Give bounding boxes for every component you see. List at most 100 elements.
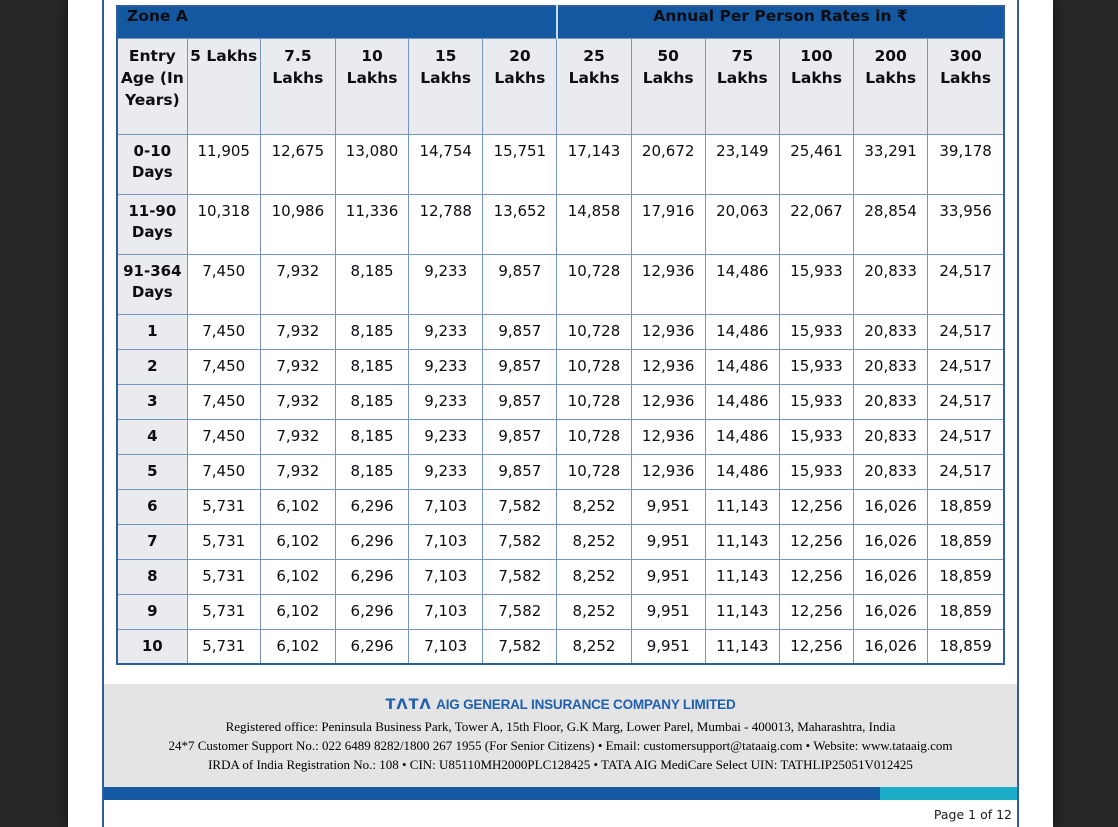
rate-cell: 16,026 [853,593,929,630]
rate-cell: 7,103 [408,488,484,525]
rate-cell: 9,857 [482,453,558,490]
rate-cell: 6,102 [259,523,336,560]
rate-cell: 11,143 [704,628,780,665]
rate-cell: 9,857 [482,313,558,350]
rate-cell: 7,582 [482,488,558,525]
rate-cell: 9,857 [482,348,558,385]
rate-cell: 12,936 [630,348,706,385]
row-label: 7 [116,523,188,560]
row-label: 0-10 Days [116,133,188,195]
company-name: AIG GENERAL INSURANCE COMPANY LIMITED [436,697,736,712]
rate-cell: 6,296 [334,628,410,665]
rate-cell: 12,256 [778,488,855,525]
table-row: 11-90 Days 10,318 10,986 11,336 12,788 13,652… [116,193,1005,255]
rate-cell: 8,185 [334,253,410,315]
rate-cell: 18,859 [927,628,1005,665]
rate-cell: 6,102 [259,593,336,630]
support-line: 24*7 Customer Support No.: 022 6489 8282… [168,738,953,753]
rate-cell: 14,486 [704,313,780,350]
rate-cell: 11,336 [334,193,410,255]
rate-cell: 20,833 [853,253,929,315]
rate-cell: 7,450 [186,313,261,350]
table-row: 0-10 Days 11,905 12,675 13,080 14,754 15,751 1… [116,133,1005,195]
table-row: 2 7,450 7,932 8,185 9,233 9,857 10,728 12,936 14… [116,348,1005,385]
rate-cell: 7,582 [482,628,558,665]
rate-table-body: 0-10 Days 11,905 12,675 13,080 14,754 15,751 1… [116,133,1005,665]
rate-cell: 25,461 [778,133,855,195]
rate-cell: 11,143 [704,593,780,630]
rate-cell: 7,450 [186,253,261,315]
rate-cell: 7,450 [186,453,261,490]
rate-cell: 15,933 [778,253,855,315]
rate-cell: 17,143 [556,133,632,195]
rate-cell: 11,143 [704,523,780,560]
rate-cell: 6,102 [259,628,336,665]
rate-cell: 20,672 [630,133,706,195]
rate-cell: 33,291 [853,133,929,195]
row-label: 91-364 Days [116,253,188,315]
rate-cell: 7,103 [408,593,484,630]
table-row: 7 5,731 6,102 6,296 7,103 7,582 8,252 9,951 11,1… [116,523,1005,560]
rate-cell: 24,517 [927,253,1005,315]
rate-cell: 14,858 [556,193,632,255]
rate-cell: 14,486 [704,418,780,455]
rate-cell: 9,233 [408,313,484,350]
rate-cell: 12,936 [630,313,706,350]
rate-cell: 10,728 [556,313,632,350]
table-row: 8 5,731 6,102 6,296 7,103 7,582 8,252 9,951 11,1… [116,558,1005,595]
rate-cell: 8,252 [556,488,632,525]
rate-cell: 7,932 [259,453,336,490]
row-label: 9 [116,593,188,630]
rate-cell: 13,652 [482,193,558,255]
registered-office-line: Registered office: Peninsula Business Pa… [225,719,896,734]
rate-cell: 10,986 [259,193,336,255]
rate-cell: 14,486 [704,348,780,385]
table-row: 1 7,450 7,932 8,185 9,233 9,857 10,728 12,936 14… [116,313,1005,350]
rates-header-cell: Annual Per Person Rates in ₹ [555,5,1005,39]
rate-cell: 9,951 [630,488,706,525]
rate-cell: 5,731 [186,523,261,560]
column-header-cell: 100 Lakhs [778,37,855,135]
rate-cell: 15,933 [778,383,855,420]
content-frame: Zone A Annual Per Person Rates in ₹ Entr… [102,0,1019,827]
rate-cell: 6,296 [334,488,410,525]
rate-cell: 9,951 [630,523,706,560]
rate-cell: 18,859 [927,593,1005,630]
row-label: 1 [116,313,188,350]
rate-cell: 7,932 [259,253,336,315]
rate-cell: 10,728 [556,383,632,420]
rate-cell: 15,751 [482,133,558,195]
column-header-cell: 25 Lakhs [556,37,632,135]
table-row: 91-364 Days 7,450 7,932 8,185 9,233 9,857 10,7… [116,253,1005,315]
rate-cell: 20,833 [853,418,929,455]
rate-cell: 16,026 [853,523,929,560]
rate-cell: 5,731 [186,628,261,665]
row-label: 8 [116,558,188,595]
rate-cell: 8,185 [334,418,410,455]
row-label: 6 [116,488,188,525]
rate-cell: 17,916 [630,193,706,255]
progress-bar [104,787,1017,800]
rate-cell: 6,296 [334,593,410,630]
rate-cell: 15,933 [778,348,855,385]
rate-cell: 16,026 [853,558,929,595]
rate-cell: 9,951 [630,628,706,665]
rate-cell: 7,932 [259,383,336,420]
column-header-cell: 7.5 Lakhs [259,37,336,135]
rate-cell: 12,936 [630,383,706,420]
company-line: TΛTΛ AIG GENERAL INSURANCE COMPANY LIMIT… [104,697,1017,713]
rate-cell: 8,252 [556,628,632,665]
row-label: 4 [116,418,188,455]
rate-cell: 7,582 [482,558,558,595]
rate-cell: 12,256 [778,523,855,560]
rate-cell: 15,933 [778,418,855,455]
rate-cell: 22,067 [778,193,855,255]
rate-cell: 10,728 [556,253,632,315]
rate-cell: 11,143 [704,558,780,595]
rate-cell: 9,857 [482,253,558,315]
rate-cell: 7,450 [186,383,261,420]
rate-cell: 13,080 [334,133,410,195]
rate-cell: 7,932 [259,348,336,385]
rate-cell: 12,675 [259,133,336,195]
rate-cell: 15,933 [778,313,855,350]
